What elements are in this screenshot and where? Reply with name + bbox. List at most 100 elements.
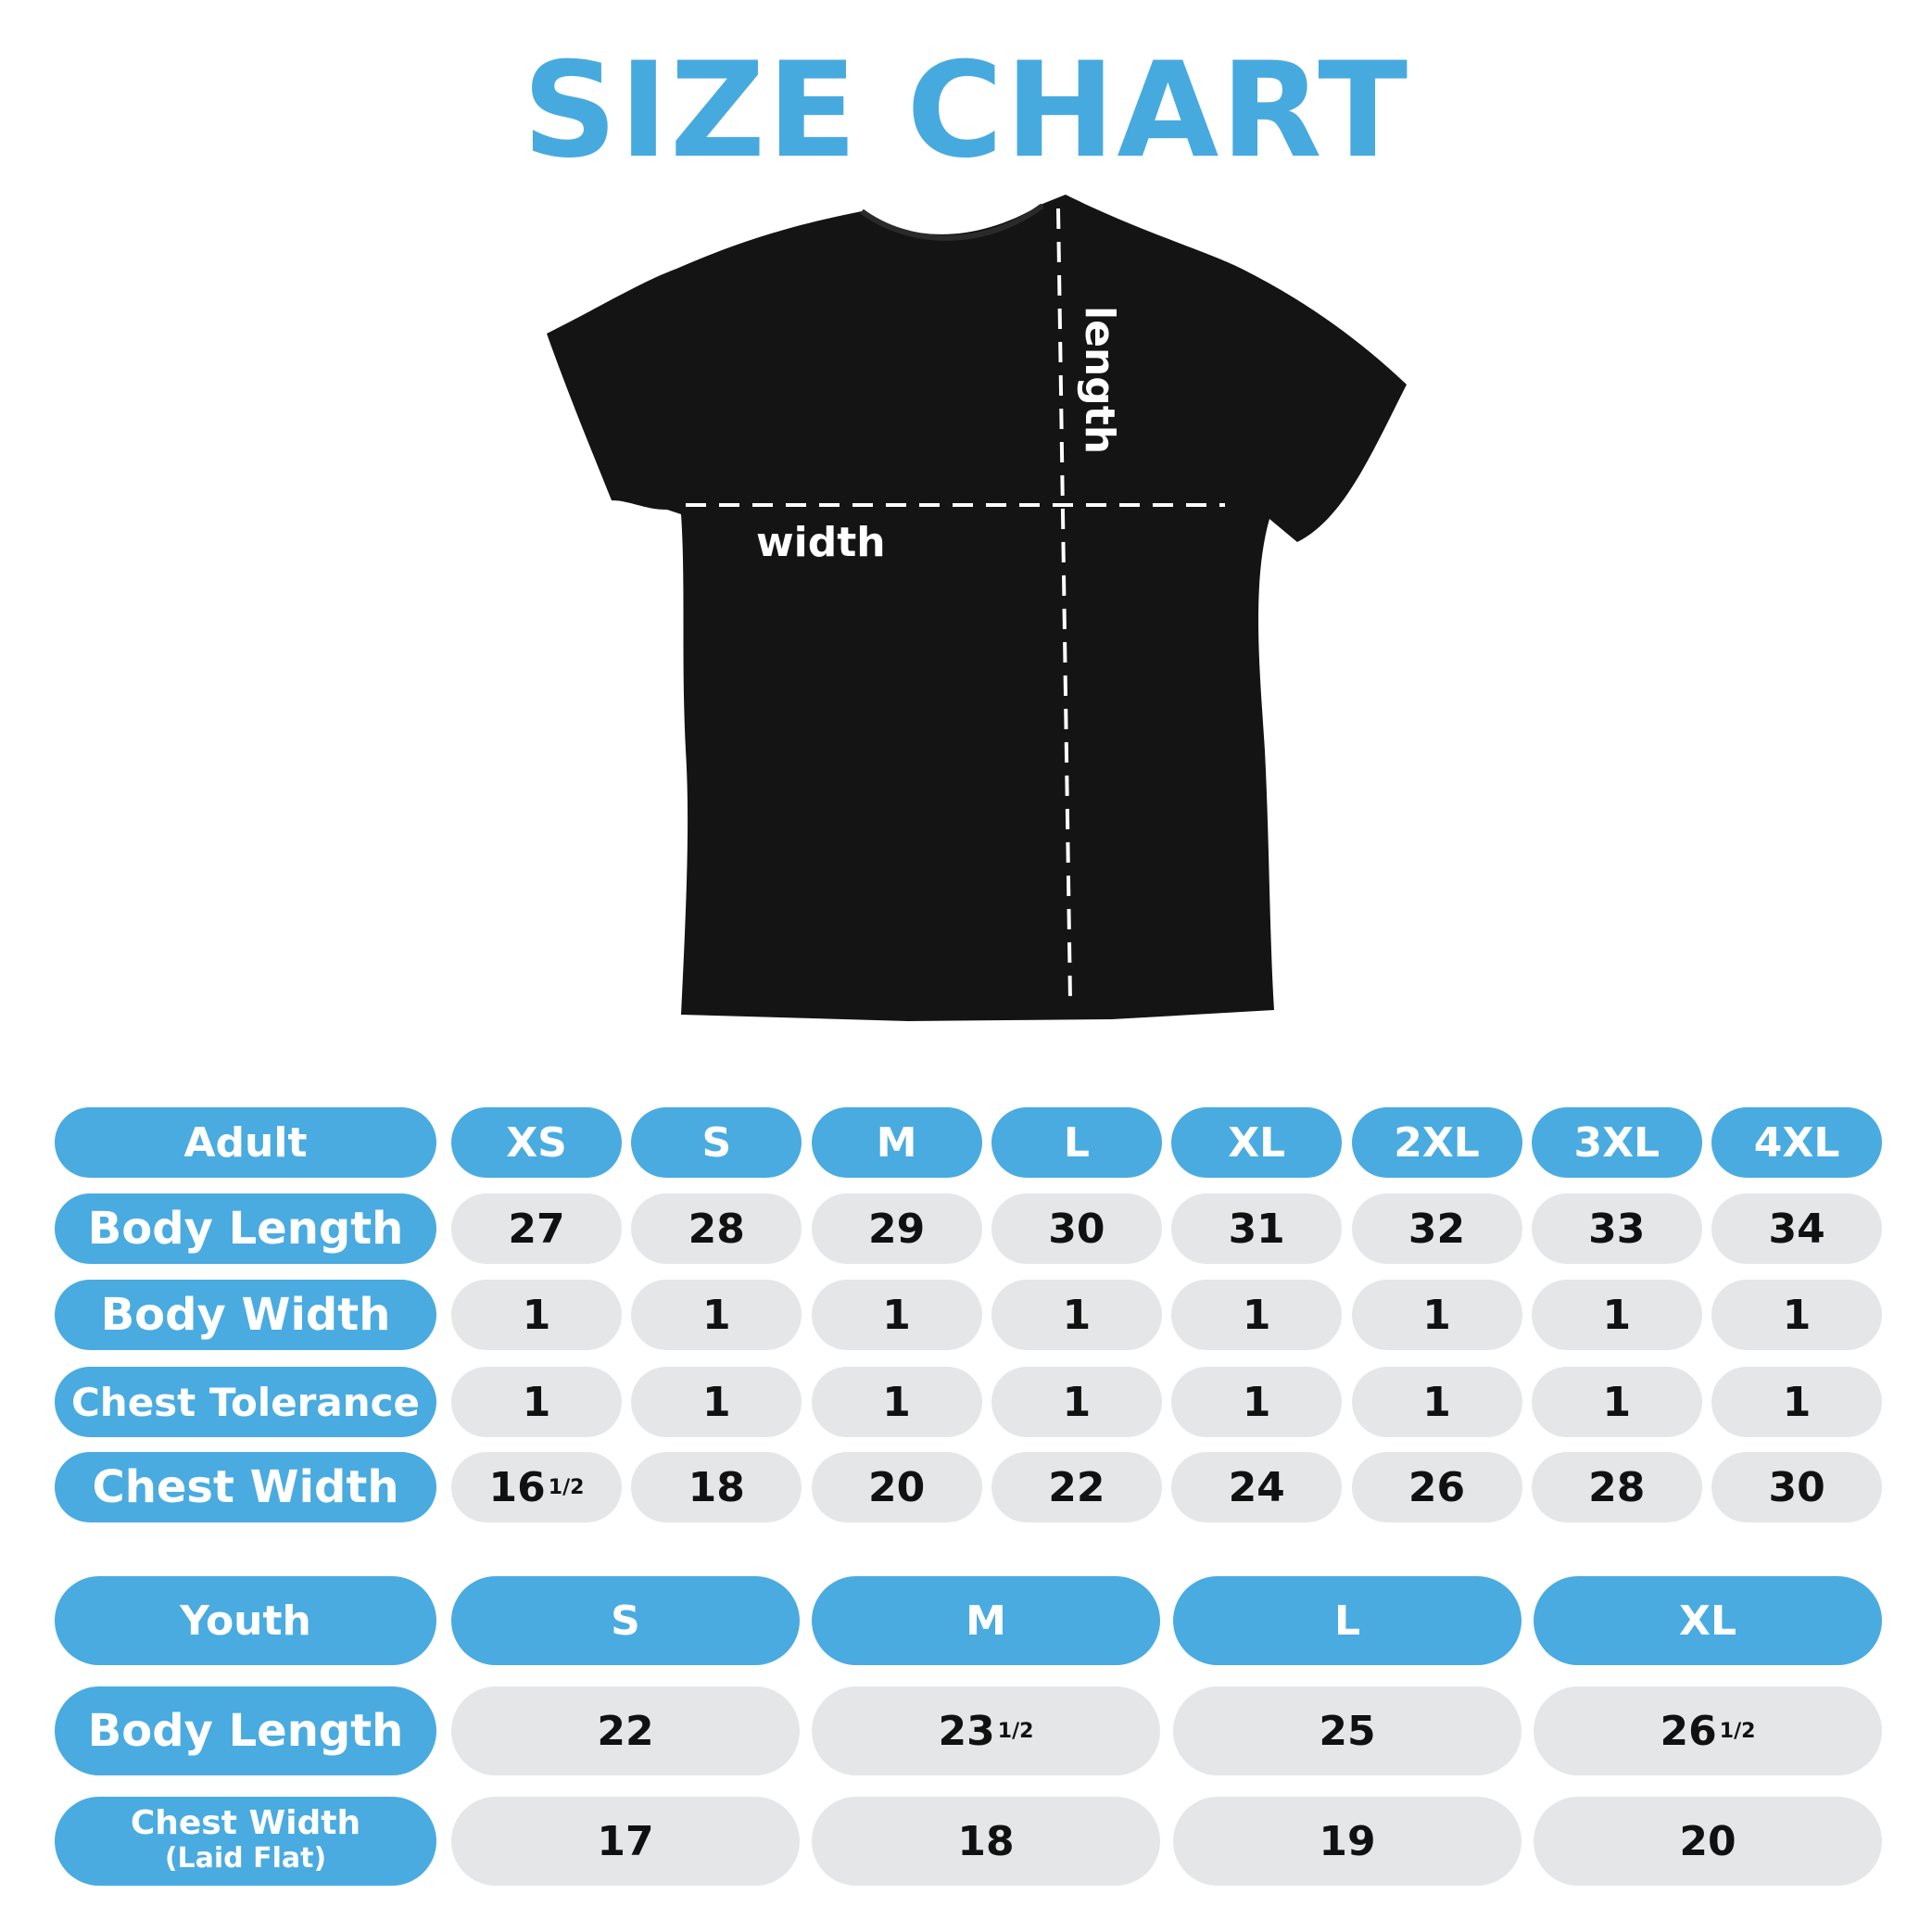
cell-value: 34 bbox=[1768, 1205, 1825, 1253]
adult-cell: 1 bbox=[631, 1367, 802, 1437]
youth-header-label: Youth bbox=[180, 1597, 311, 1645]
adult-cell: 27 bbox=[451, 1193, 622, 1264]
adult-header-label: Adult bbox=[183, 1118, 308, 1167]
adult-cell: 29 bbox=[811, 1193, 982, 1264]
adult-size-header: 4XL bbox=[1711, 1107, 1883, 1178]
youth-size-header: M bbox=[812, 1576, 1160, 1665]
row-label: Chest Width bbox=[130, 1804, 361, 1842]
adult-row-label: Body Length bbox=[55, 1193, 436, 1264]
row-label: Body Length bbox=[87, 1203, 404, 1255]
tshirt-collar bbox=[860, 203, 1044, 241]
youth-size-header: S bbox=[451, 1576, 800, 1665]
size-label: XS bbox=[506, 1118, 567, 1167]
cell-value: 24 bbox=[1228, 1463, 1285, 1511]
cell-value: 1 bbox=[1242, 1291, 1271, 1339]
cell-value: 31 bbox=[1228, 1205, 1285, 1253]
adult-cell: 1 bbox=[451, 1280, 622, 1350]
youth-cell: 18 bbox=[812, 1797, 1160, 1886]
cell-value: 1 bbox=[1062, 1291, 1092, 1339]
adult-cell: 28 bbox=[631, 1193, 802, 1264]
cell-value: 32 bbox=[1408, 1205, 1466, 1253]
cell-value: 20 bbox=[1679, 1817, 1736, 1865]
youth-size-header: XL bbox=[1534, 1576, 1882, 1665]
size-label: L bbox=[1063, 1118, 1090, 1167]
adult-cell: 26 bbox=[1351, 1452, 1522, 1522]
cell-value: 1 bbox=[1242, 1378, 1271, 1426]
size-label: M bbox=[876, 1118, 917, 1167]
cell-value: 1 bbox=[1422, 1291, 1451, 1339]
adult-cell: 34 bbox=[1711, 1193, 1883, 1264]
width-label: width bbox=[756, 519, 886, 566]
cell-value: 1 bbox=[701, 1378, 731, 1426]
cell-value: 1 bbox=[701, 1291, 731, 1339]
cell-value: 1 bbox=[1602, 1291, 1632, 1339]
cell-fraction: 1/2 bbox=[997, 1719, 1034, 1743]
adult-cell: 30 bbox=[991, 1193, 1162, 1264]
cell-value: 1 bbox=[1782, 1291, 1812, 1339]
cell-value: 1 bbox=[1782, 1378, 1812, 1426]
adult-size-header: XS bbox=[451, 1107, 622, 1178]
youth-cell: 26 1/2 bbox=[1534, 1686, 1882, 1775]
cell-value: 26 bbox=[1660, 1707, 1717, 1755]
cell-value: 1 bbox=[522, 1378, 551, 1426]
size-label: XL bbox=[1679, 1597, 1736, 1645]
adult-cell: 33 bbox=[1531, 1193, 1702, 1264]
tshirt-image: length width bbox=[547, 195, 1407, 1021]
tshirt-shape bbox=[547, 195, 1407, 1021]
cell-value: 23 bbox=[938, 1707, 995, 1755]
cell-value: 19 bbox=[1319, 1817, 1376, 1865]
row-label: Chest Tolerance bbox=[70, 1379, 421, 1425]
cell-value: 22 bbox=[597, 1707, 654, 1755]
adult-cell: 1 bbox=[451, 1367, 622, 1437]
size-label: S bbox=[611, 1597, 640, 1645]
cell-value: 1 bbox=[1422, 1378, 1451, 1426]
adult-cell: 22 bbox=[991, 1452, 1162, 1522]
youth-cell: 20 bbox=[1534, 1797, 1882, 1886]
cell-value: 28 bbox=[688, 1205, 745, 1253]
adult-cell: 24 bbox=[1171, 1452, 1343, 1522]
cell-value: 18 bbox=[688, 1463, 745, 1511]
adult-cell: 32 bbox=[1351, 1193, 1522, 1264]
cell-value: 29 bbox=[867, 1205, 926, 1253]
adult-cell: 1 bbox=[631, 1280, 802, 1350]
youth-size-header: L bbox=[1173, 1576, 1522, 1665]
adult-row-label: Chest Width bbox=[55, 1452, 436, 1522]
row-label: Body Length bbox=[87, 1705, 404, 1757]
adult-cell: 28 bbox=[1531, 1452, 1702, 1522]
size-label: 4XL bbox=[1753, 1118, 1840, 1167]
cell-value: 16 bbox=[488, 1463, 546, 1511]
cell-value: 22 bbox=[1048, 1463, 1105, 1511]
youth-cell: 17 bbox=[451, 1797, 800, 1886]
adult-size-header: XL bbox=[1171, 1107, 1343, 1178]
cell-value: 1 bbox=[882, 1291, 911, 1339]
cell-value: 33 bbox=[1588, 1205, 1646, 1253]
size-label: M bbox=[966, 1597, 1006, 1645]
adult-cell: 20 bbox=[811, 1452, 982, 1522]
adult-size-header: L bbox=[991, 1107, 1162, 1178]
adult-cell: 1 bbox=[1711, 1280, 1883, 1350]
adult-cell: 1 bbox=[1531, 1280, 1702, 1350]
adult-cell: 1 bbox=[811, 1367, 982, 1437]
cell-value: 18 bbox=[957, 1817, 1015, 1865]
cell-value: 25 bbox=[1319, 1707, 1376, 1755]
youth-cell: 23 1/2 bbox=[812, 1686, 1160, 1775]
adult-size-header: 3XL bbox=[1531, 1107, 1702, 1178]
adult-cell: 18 bbox=[631, 1452, 802, 1522]
cell-fraction: 1/2 bbox=[548, 1475, 585, 1499]
adult-cell: 1 bbox=[991, 1367, 1162, 1437]
adult-row-label: Chest Tolerance bbox=[55, 1367, 436, 1437]
size-label: S bbox=[701, 1118, 732, 1167]
youth-row-label: Body Length bbox=[55, 1686, 436, 1775]
size-label: 3XL bbox=[1573, 1118, 1661, 1167]
adult-cell: 1 bbox=[1711, 1367, 1883, 1437]
cell-value: 1 bbox=[1062, 1378, 1092, 1426]
cell-value: 1 bbox=[882, 1378, 911, 1426]
cell-value: 26 bbox=[1408, 1463, 1466, 1511]
adult-cell: 1 bbox=[1171, 1367, 1343, 1437]
youth-cell: 22 bbox=[451, 1686, 800, 1775]
adult-size-header: S bbox=[631, 1107, 802, 1178]
adult-cell: 30 bbox=[1711, 1452, 1883, 1522]
cell-fraction: 1/2 bbox=[1719, 1719, 1756, 1743]
row-label: Chest Width bbox=[92, 1461, 399, 1513]
youth-cell: 25 bbox=[1173, 1686, 1522, 1775]
